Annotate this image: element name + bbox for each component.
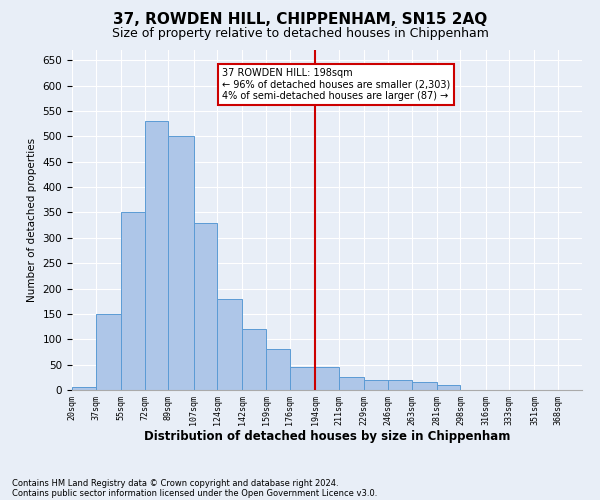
Bar	[194, 222, 217, 390]
Bar	[72, 388, 96, 390]
Bar	[145, 121, 169, 390]
Y-axis label: Number of detached properties: Number of detached properties	[27, 138, 37, 302]
Bar	[339, 378, 364, 390]
Bar	[412, 382, 437, 390]
Bar	[388, 380, 412, 390]
Text: Size of property relative to detached houses in Chippenham: Size of property relative to detached ho…	[112, 28, 488, 40]
Text: Contains public sector information licensed under the Open Government Licence v3: Contains public sector information licen…	[12, 488, 377, 498]
Bar	[315, 367, 339, 390]
Bar	[364, 380, 388, 390]
X-axis label: Distribution of detached houses by size in Chippenham: Distribution of detached houses by size …	[144, 430, 510, 444]
Bar	[217, 298, 242, 390]
Bar	[290, 367, 315, 390]
Bar	[266, 350, 290, 390]
Text: 37 ROWDEN HILL: 198sqm
← 96% of detached houses are smaller (2,303)
4% of semi-d: 37 ROWDEN HILL: 198sqm ← 96% of detached…	[221, 68, 450, 101]
Bar	[96, 314, 121, 390]
Bar	[242, 329, 266, 390]
Bar	[169, 136, 194, 390]
Text: 37, ROWDEN HILL, CHIPPENHAM, SN15 2AQ: 37, ROWDEN HILL, CHIPPENHAM, SN15 2AQ	[113, 12, 487, 28]
Text: Contains HM Land Registry data © Crown copyright and database right 2024.: Contains HM Land Registry data © Crown c…	[12, 478, 338, 488]
Bar	[121, 212, 145, 390]
Bar	[437, 385, 460, 390]
